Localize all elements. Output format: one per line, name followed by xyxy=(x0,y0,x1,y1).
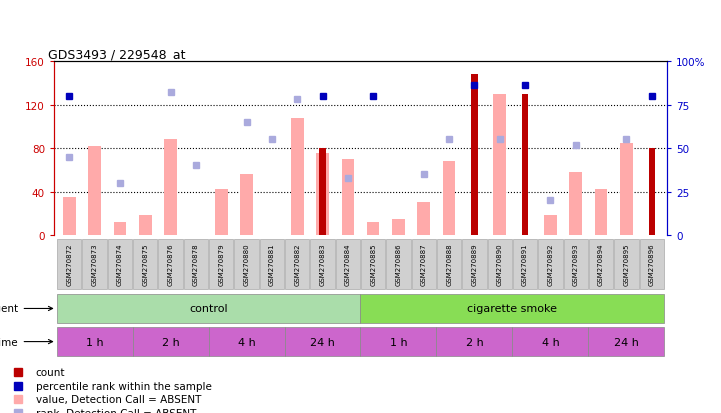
Text: GSM270878: GSM270878 xyxy=(193,243,199,285)
FancyBboxPatch shape xyxy=(82,240,107,289)
Bar xyxy=(317,154,329,235)
FancyBboxPatch shape xyxy=(159,240,182,289)
FancyBboxPatch shape xyxy=(336,240,360,289)
Text: GSM270894: GSM270894 xyxy=(598,243,604,285)
FancyBboxPatch shape xyxy=(260,240,284,289)
FancyBboxPatch shape xyxy=(412,240,436,289)
FancyBboxPatch shape xyxy=(361,240,385,289)
Text: 1 h: 1 h xyxy=(389,337,407,347)
Text: 1 h: 1 h xyxy=(86,337,103,347)
Text: GSM270893: GSM270893 xyxy=(572,243,579,285)
Bar xyxy=(88,147,101,235)
FancyBboxPatch shape xyxy=(57,294,360,323)
Text: GSM270884: GSM270884 xyxy=(345,243,351,285)
FancyBboxPatch shape xyxy=(564,240,588,289)
Bar xyxy=(544,216,557,235)
Text: GSM270874: GSM270874 xyxy=(117,243,123,285)
FancyBboxPatch shape xyxy=(57,240,81,289)
Text: GSM270885: GSM270885 xyxy=(370,243,376,285)
FancyBboxPatch shape xyxy=(234,240,259,289)
Bar xyxy=(215,190,228,235)
Text: count: count xyxy=(36,367,66,377)
Text: time: time xyxy=(0,337,53,347)
Text: GSM270881: GSM270881 xyxy=(269,243,275,285)
FancyBboxPatch shape xyxy=(57,327,133,356)
Text: GSM270888: GSM270888 xyxy=(446,243,452,285)
Text: percentile rank within the sample: percentile rank within the sample xyxy=(36,381,212,391)
Bar xyxy=(595,190,607,235)
Text: GSM270873: GSM270873 xyxy=(92,243,97,285)
Bar xyxy=(291,118,304,235)
Text: agent: agent xyxy=(0,304,53,314)
Text: GSM270892: GSM270892 xyxy=(547,243,554,285)
FancyBboxPatch shape xyxy=(513,327,588,356)
Text: GSM270875: GSM270875 xyxy=(142,243,149,285)
FancyBboxPatch shape xyxy=(588,327,664,356)
Text: GDS3493 / 229548_at: GDS3493 / 229548_at xyxy=(48,48,185,61)
FancyBboxPatch shape xyxy=(539,240,562,289)
FancyBboxPatch shape xyxy=(640,240,664,289)
Text: 4 h: 4 h xyxy=(541,337,559,347)
Text: GSM270883: GSM270883 xyxy=(319,243,325,285)
Text: GSM270887: GSM270887 xyxy=(421,243,427,285)
FancyBboxPatch shape xyxy=(133,240,157,289)
Text: GSM270896: GSM270896 xyxy=(649,243,655,285)
FancyBboxPatch shape xyxy=(487,240,512,289)
Text: GSM270886: GSM270886 xyxy=(396,243,402,285)
Bar xyxy=(417,203,430,235)
Bar xyxy=(342,159,354,235)
FancyBboxPatch shape xyxy=(107,240,132,289)
Bar xyxy=(392,219,404,235)
Text: GSM270891: GSM270891 xyxy=(522,243,528,285)
Text: GSM270890: GSM270890 xyxy=(497,243,503,285)
Bar xyxy=(493,95,506,235)
FancyBboxPatch shape xyxy=(133,327,208,356)
FancyBboxPatch shape xyxy=(462,240,487,289)
Bar xyxy=(114,222,126,235)
Text: value, Detection Call = ABSENT: value, Detection Call = ABSENT xyxy=(36,394,201,404)
Bar xyxy=(620,143,633,235)
Text: GSM270889: GSM270889 xyxy=(472,243,477,285)
FancyBboxPatch shape xyxy=(360,294,664,323)
FancyBboxPatch shape xyxy=(589,240,614,289)
Text: 2 h: 2 h xyxy=(466,337,483,347)
Text: 24 h: 24 h xyxy=(614,337,639,347)
FancyBboxPatch shape xyxy=(513,240,537,289)
FancyBboxPatch shape xyxy=(285,240,309,289)
Text: GSM270872: GSM270872 xyxy=(66,243,72,285)
FancyBboxPatch shape xyxy=(436,327,513,356)
Text: 4 h: 4 h xyxy=(238,337,255,347)
FancyBboxPatch shape xyxy=(437,240,461,289)
Text: 24 h: 24 h xyxy=(310,337,335,347)
Bar xyxy=(649,149,655,235)
FancyBboxPatch shape xyxy=(386,240,411,289)
Text: cigarette smoke: cigarette smoke xyxy=(467,304,557,314)
Bar xyxy=(570,173,582,235)
Bar xyxy=(443,161,456,235)
Text: GSM270895: GSM270895 xyxy=(624,243,629,285)
FancyBboxPatch shape xyxy=(208,327,285,356)
Text: rank, Detection Call = ABSENT: rank, Detection Call = ABSENT xyxy=(36,408,196,413)
Text: GSM270876: GSM270876 xyxy=(167,243,174,285)
Bar xyxy=(367,222,379,235)
FancyBboxPatch shape xyxy=(184,240,208,289)
Bar xyxy=(240,175,253,235)
FancyBboxPatch shape xyxy=(310,240,335,289)
FancyBboxPatch shape xyxy=(360,327,436,356)
FancyBboxPatch shape xyxy=(209,240,234,289)
Text: GSM270879: GSM270879 xyxy=(218,243,224,285)
FancyBboxPatch shape xyxy=(285,327,360,356)
Text: GSM270880: GSM270880 xyxy=(244,243,249,285)
Bar xyxy=(164,140,177,235)
Bar xyxy=(139,216,151,235)
Text: 2 h: 2 h xyxy=(162,337,180,347)
Bar xyxy=(319,149,326,235)
Text: control: control xyxy=(189,304,228,314)
FancyBboxPatch shape xyxy=(614,240,639,289)
Bar xyxy=(522,95,528,235)
Bar xyxy=(472,75,477,235)
Text: GSM270882: GSM270882 xyxy=(294,243,300,285)
Bar xyxy=(63,197,76,235)
